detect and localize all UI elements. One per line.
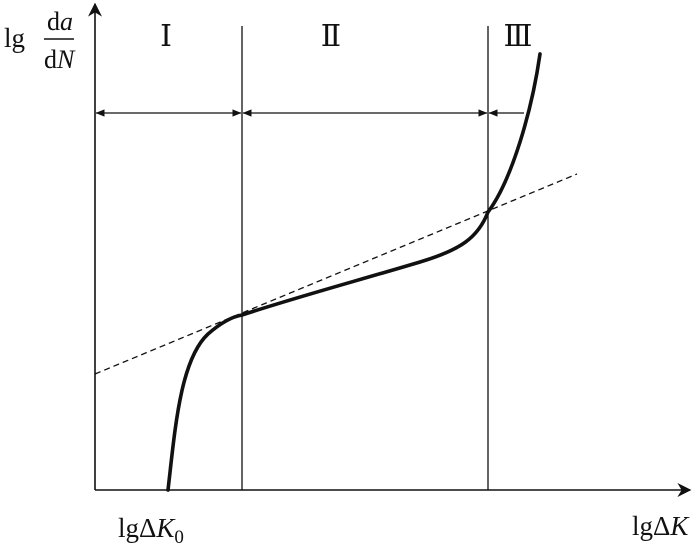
threshold-label: lgΔK0: [118, 513, 184, 548]
paris-law-dashed-line: [94, 173, 578, 375]
y-axis-label: lg da dN: [4, 7, 76, 74]
y-axis-label-prefix: lg: [4, 23, 25, 53]
region-3-label: Ⅲ: [504, 20, 533, 53]
x-axis-label: lgΔK: [632, 511, 690, 541]
region-2-label: Ⅱ: [321, 20, 341, 53]
region-1-label: Ⅰ: [160, 20, 172, 53]
crack-growth-curve: [166, 52, 542, 492]
y-axis-label-denominator: dN: [44, 45, 76, 74]
y-axis-label-numerator: da: [47, 7, 73, 36]
